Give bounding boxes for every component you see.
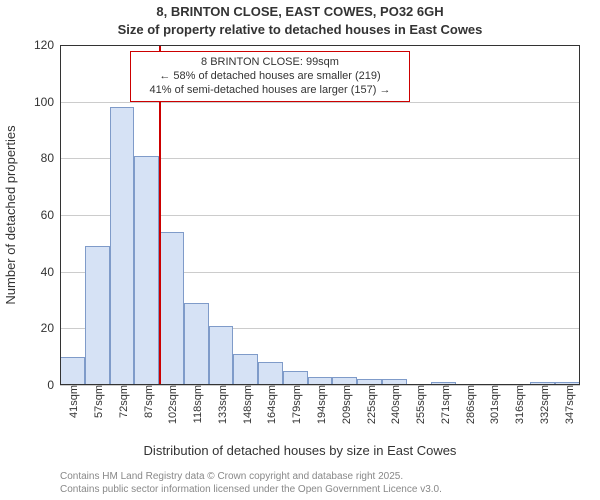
- x-tick-label: 225sqm: [362, 385, 378, 424]
- annotation-line: 41% of semi-detached houses are larger (…: [135, 84, 405, 98]
- credits-line-2: Contains public sector information licen…: [60, 484, 442, 497]
- x-tick-label: 72sqm: [114, 385, 130, 418]
- histogram-bar: [60, 357, 85, 385]
- histogram-bar: [308, 377, 333, 386]
- y-tick-label: 100: [34, 95, 60, 109]
- x-tick-label: 148sqm: [238, 385, 254, 424]
- y-axis-label: Number of detached properties: [3, 125, 18, 304]
- histogram-bar: [332, 377, 357, 386]
- histogram-bar: [209, 326, 234, 386]
- y-tick-label: 40: [41, 265, 60, 279]
- y-tick-label: 120: [34, 38, 60, 52]
- histogram-bar: [283, 371, 308, 385]
- x-tick-label: 118sqm: [188, 385, 204, 423]
- histogram-bar: [233, 354, 258, 385]
- x-tick-label: 255sqm: [411, 385, 427, 424]
- x-tick-label: 41sqm: [64, 385, 80, 418]
- x-axis-label: Distribution of detached houses by size …: [0, 443, 600, 458]
- histogram-bar: [159, 232, 184, 385]
- histogram-bar: [184, 303, 209, 385]
- y-tick-label: 0: [47, 378, 60, 392]
- x-tick-label: 164sqm: [262, 385, 278, 424]
- chart-title: 8, BRINTON CLOSE, EAST COWES, PO32 6GH: [0, 4, 600, 19]
- credits-text: Contains HM Land Registry data © Crown c…: [60, 471, 442, 496]
- x-tick-label: 209sqm: [337, 385, 353, 424]
- x-tick-label: 301sqm: [485, 385, 501, 424]
- x-tick-label: 347sqm: [560, 385, 576, 424]
- y-tick-label: 60: [41, 208, 60, 222]
- chart-subtitle: Size of property relative to detached ho…: [0, 22, 600, 37]
- x-tick-label: 194sqm: [312, 385, 328, 424]
- x-tick-label: 271sqm: [436, 385, 452, 424]
- x-tick-label: 102sqm: [163, 385, 179, 424]
- x-tick-label: 286sqm: [461, 385, 477, 424]
- gridline: [60, 45, 580, 46]
- x-tick-label: 316sqm: [510, 385, 526, 424]
- credits-line-1: Contains HM Land Registry data © Crown c…: [60, 471, 442, 484]
- histogram-bar: [85, 246, 110, 385]
- y-tick-label: 80: [41, 151, 60, 165]
- annotation-line: 8 BRINTON CLOSE: 99sqm: [135, 56, 405, 70]
- histogram-bar: [134, 156, 159, 386]
- histogram-bar: [110, 107, 135, 385]
- y-tick-label: 20: [41, 321, 60, 335]
- chart-frame: { "title": { "line1": "8, BRINTON CLOSE,…: [0, 0, 600, 500]
- plot-area: 02040608010012041sqm57sqm72sqm87sqm102sq…: [60, 45, 580, 385]
- x-tick-label: 57sqm: [89, 385, 105, 418]
- annotation-box: 8 BRINTON CLOSE: 99sqm← 58% of detached …: [130, 51, 410, 102]
- x-tick-label: 240sqm: [386, 385, 402, 424]
- histogram-bar: [258, 362, 283, 385]
- x-tick-label: 179sqm: [287, 385, 303, 424]
- x-tick-label: 332sqm: [535, 385, 551, 424]
- x-tick-label: 133sqm: [213, 385, 229, 424]
- annotation-line: ← 58% of detached houses are smaller (21…: [135, 70, 405, 84]
- x-tick-label: 87sqm: [139, 385, 155, 418]
